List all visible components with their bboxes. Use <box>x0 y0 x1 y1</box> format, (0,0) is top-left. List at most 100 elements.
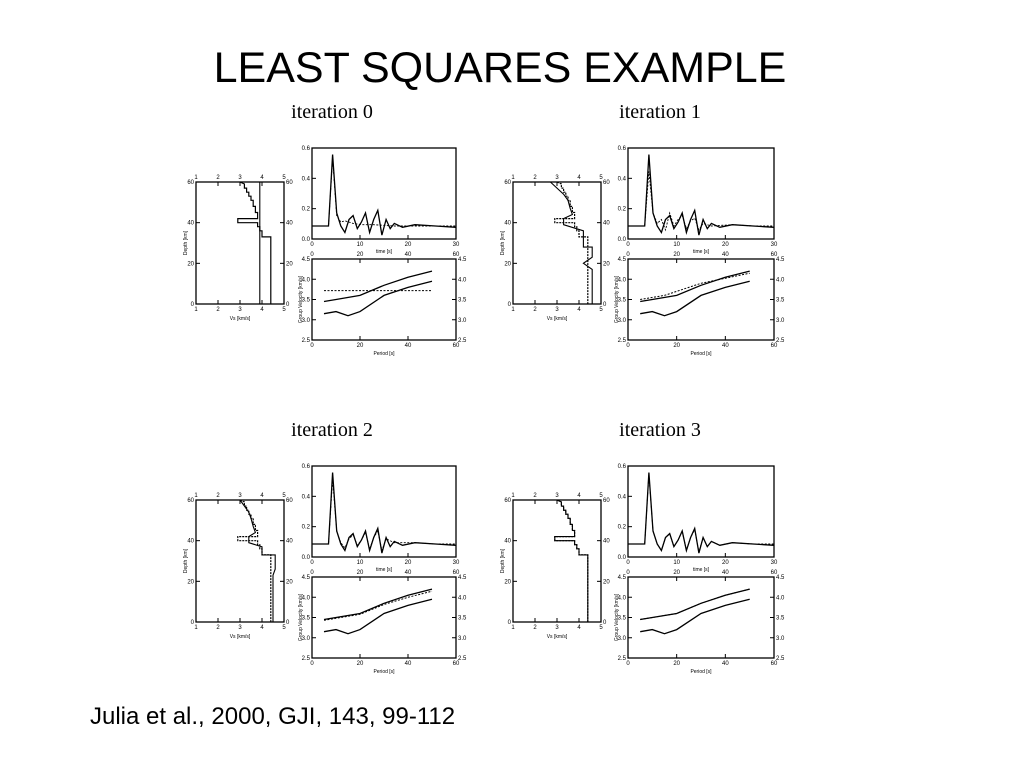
dispersion-plot-ytick-label: 4.0 <box>458 277 467 283</box>
receiver-plot-frame <box>311 465 457 558</box>
velocity-plot-xtick-label: 5 <box>599 493 603 499</box>
receiver-plot-xtick-label: 20 <box>405 242 412 248</box>
dispersion-plot-ytick-label: 4.0 <box>618 595 627 601</box>
dispersion-plot-xtick-label: 60 <box>771 661 778 667</box>
receiver-plot-ytick-label: 0.4 <box>618 494 627 500</box>
receiver-plot-xtick-label: 30 <box>771 560 778 566</box>
receiver-plot-ytick-label: 0.2 <box>618 525 627 531</box>
dispersion-love-line <box>640 280 750 317</box>
receiver-plot-xtick-label: 10 <box>673 242 680 248</box>
velocity-plot-xtick-label: 4 <box>260 307 264 313</box>
dispersion-plot-ytick-label: 4.5 <box>776 575 785 581</box>
velocity-plot-xtick-label: 1 <box>194 307 198 313</box>
receiver-observed-line <box>628 472 775 554</box>
velocity-plot-ytick-label: 0 <box>286 620 290 626</box>
receiver-plot-frame <box>311 147 457 240</box>
velocity-plot-xtick-label: 5 <box>282 175 286 181</box>
velocity-ylabel: Depth [km] <box>183 548 189 573</box>
dispersion-plot-ytick-label: 4.0 <box>458 595 467 601</box>
dispersion-plot-ytick-label: 3.5 <box>776 616 785 622</box>
velocity-plot-xtick-label: 3 <box>238 307 242 313</box>
velocity-plot-ytick-label: 0 <box>508 302 512 308</box>
receiver-plot-xtick-label: 10 <box>357 560 364 566</box>
velocity-plot-xtick-label: 2 <box>216 625 220 631</box>
dispersion-plot-xtick-label: 0 <box>310 343 314 349</box>
velocity-ylabel: Depth [km] <box>500 548 506 573</box>
velocity-plot-ytick-label: 60 <box>504 180 511 186</box>
velocity-model-line <box>237 499 272 622</box>
dispersion-plot-ytick-label: 3.0 <box>458 318 467 324</box>
velocity-plot-ytick-label: 40 <box>603 539 610 545</box>
receiver-observed-line <box>312 154 457 236</box>
velocity-plot-xtick-label: 1 <box>194 625 198 631</box>
dispersion-rayleigh-line <box>640 588 750 621</box>
dispersion-ylabel: Group Velocity [km/s] <box>298 593 304 641</box>
receiver-plot-ytick-label: 0.2 <box>302 207 311 213</box>
dispersion-plot-ytick-label: 2.5 <box>618 656 627 662</box>
velocity-plot-xtick-label: 2 <box>216 493 220 499</box>
dispersion-rayleigh-line <box>323 588 433 621</box>
receiver-plot-ytick-label: 0.4 <box>618 176 627 182</box>
dispersion-plot-xtick-label: 40 <box>722 661 729 667</box>
velocity-plot-ytick-label: 20 <box>187 579 194 585</box>
velocity-plot-xtick-label: 3 <box>238 625 242 631</box>
velocity-ylabel: Depth [km] <box>500 230 506 255</box>
velocity-plot-xtick-label: 1 <box>194 175 198 181</box>
dispersion-predicted-line <box>640 588 750 620</box>
velocity-plot-ytick-label: 40 <box>187 539 194 545</box>
velocity-plot-xtick-label: 1 <box>511 307 515 313</box>
dispersion-plot-xtick-label: 60 <box>771 570 778 576</box>
dispersion-plot-ytick-label: 3.0 <box>302 318 311 324</box>
dispersion-plot-xtick-label: 40 <box>405 661 412 667</box>
velocity-plot-xtick-label: 5 <box>599 175 603 181</box>
dispersion-plot-ytick-label: 2.5 <box>776 338 785 344</box>
velocity-plot-xtick-label: 5 <box>599 307 603 313</box>
receiver-plot-ytick-label: 0.2 <box>618 207 627 213</box>
receiver-plot-xtick-label: 20 <box>722 242 729 248</box>
dispersion-love-line <box>640 598 750 635</box>
dispersion-plot-ytick-label: 4.5 <box>458 257 467 263</box>
dispersion-predicted-line <box>323 590 433 621</box>
velocity-model-line <box>554 499 589 622</box>
dispersion-plot-ytick-label: 4.0 <box>776 277 785 283</box>
velocity-plot-ytick-label: 20 <box>286 261 293 267</box>
dispersion-plot-xtick-label: 0 <box>626 661 630 667</box>
dispersion-plot-xtick-label: 40 <box>405 252 412 258</box>
velocity-reference-line <box>554 499 589 622</box>
receiver-plot-ytick-label: 0.0 <box>302 555 311 561</box>
dispersion-plot-ytick-label: 3.0 <box>618 636 627 642</box>
velocity-plot-xtick-label: 4 <box>260 625 264 631</box>
dispersion-plot-xtick-label: 0 <box>310 570 314 576</box>
velocity-plot-xtick-label: 1 <box>511 625 515 631</box>
velocity-plot-xtick-label: 2 <box>533 307 537 313</box>
velocity-reference-line <box>239 499 276 622</box>
velocity-xlabel: Vs [km/s] <box>547 316 568 322</box>
velocity-plot-ytick-label: 40 <box>504 539 511 545</box>
velocity-plot-ytick-label: 40 <box>603 221 610 227</box>
velocity-plot-xtick-label: 5 <box>599 625 603 631</box>
velocity-ylabel: Depth [km] <box>183 230 189 255</box>
dispersion-xlabel: Period [s] <box>373 669 395 675</box>
receiver-plot-xtick-label: 30 <box>453 242 460 248</box>
receiver-observed-line <box>628 154 775 236</box>
velocity-plot-ytick-label: 60 <box>187 180 194 186</box>
dispersion-plot-ytick-label: 2.5 <box>776 656 785 662</box>
velocity-plot-xtick-label: 3 <box>555 175 559 181</box>
velocity-plot-ytick-label: 0 <box>508 620 512 626</box>
velocity-plot-xtick-label: 1 <box>511 493 515 499</box>
dispersion-plot-ytick-label: 4.5 <box>458 575 467 581</box>
receiver-plot-xtick-label: 30 <box>453 560 460 566</box>
velocity-plot-ytick-label: 60 <box>603 498 610 504</box>
dispersion-plot-xtick-label: 20 <box>673 343 680 349</box>
velocity-plot-ytick-label: 60 <box>504 498 511 504</box>
receiver-plot-ytick-label: 0.2 <box>302 525 311 531</box>
velocity-plot-ytick-label: 20 <box>187 261 194 267</box>
dispersion-plot-xtick-label: 20 <box>673 252 680 258</box>
velocity-plot-xtick-label: 4 <box>577 175 581 181</box>
dispersion-rayleigh-line <box>640 270 750 303</box>
velocity-plot-ytick-label: 40 <box>286 221 293 227</box>
dispersion-plot-ytick-label: 3.0 <box>618 318 627 324</box>
